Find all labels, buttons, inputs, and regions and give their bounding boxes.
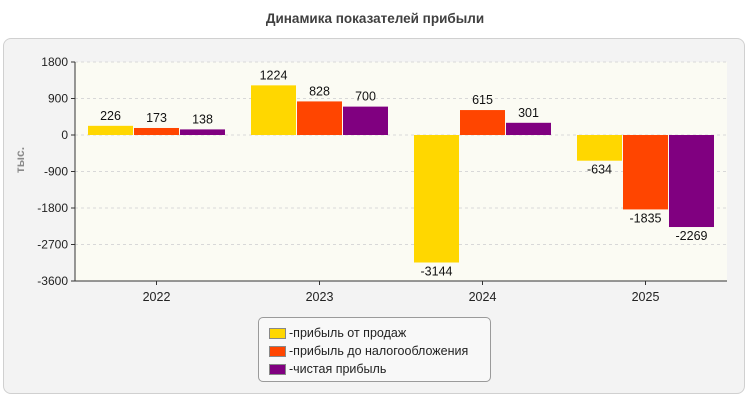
- x-tick-label: 2022: [143, 290, 171, 304]
- data-label: 700: [355, 90, 376, 104]
- legend-swatch: [269, 345, 286, 357]
- bar: [669, 135, 714, 228]
- x-tick-label: 2025: [632, 290, 660, 304]
- data-label: -2269: [676, 229, 708, 243]
- axes: 1800 900 0 -900 -1800 -2700 -3600 2022 2023 2024 2…: [37, 55, 727, 304]
- y-tick-label: -3600: [37, 274, 68, 288]
- y-tick-label: 0: [61, 128, 68, 142]
- bar: [88, 125, 133, 135]
- legend-prefix: -: [289, 326, 294, 340]
- bar: [414, 135, 459, 263]
- y-tick-label: -900: [44, 165, 68, 179]
- data-label: -3144: [421, 265, 453, 279]
- data-label: 615: [472, 93, 493, 107]
- data-label: 1224: [260, 68, 288, 82]
- y-tick-label: 900: [48, 92, 68, 106]
- bars: [88, 85, 714, 263]
- legend-label: прибыль от продаж: [293, 326, 407, 340]
- data-label: 301: [518, 106, 539, 120]
- y-tick-label: 1800: [41, 55, 68, 69]
- legend-prefix: -: [289, 362, 294, 376]
- legend-item-pretax-profit: - прибыль до налогообложения: [259, 342, 490, 360]
- data-label: 138: [192, 112, 213, 126]
- bar: [577, 135, 622, 161]
- legend-swatch: [269, 327, 286, 339]
- data-label: 226: [100, 109, 121, 123]
- bar: [180, 129, 225, 135]
- x-tick-label: 2024: [469, 290, 497, 304]
- data-label: 173: [146, 111, 167, 125]
- y-tick-label: -1800: [37, 201, 68, 215]
- legend-swatch: [269, 363, 286, 375]
- legend: - прибыль от продаж - прибыль до налогоо…: [258, 317, 491, 382]
- bar: [623, 135, 668, 210]
- chart-title: Динамика показателей прибыли: [265, 11, 485, 26]
- bar: [343, 106, 388, 135]
- bar: [134, 127, 179, 135]
- x-tick-label: 2023: [306, 290, 334, 304]
- bar: [506, 122, 551, 135]
- legend-label: прибыль до налогообложения: [293, 344, 469, 358]
- data-label: 828: [309, 84, 330, 98]
- data-label: -634: [587, 163, 612, 177]
- y-axis-label: тыс.: [13, 147, 27, 173]
- data-labels: 226 173 138 1224 828 700 -3144 615 301 -634 -1835-…: [100, 68, 707, 278]
- legend-item-net-profit: - чистая прибыль: [259, 360, 490, 378]
- bar: [251, 85, 296, 135]
- grid-lines: [75, 61, 727, 245]
- legend-prefix: -: [289, 344, 294, 358]
- legend-item-sales-profit: - прибыль от продаж: [259, 324, 490, 342]
- legend-label: чистая прибыль: [293, 362, 387, 376]
- data-label: -1835: [630, 211, 662, 225]
- y-tick-label: -2700: [37, 238, 68, 252]
- bar: [460, 110, 505, 135]
- bar: [297, 101, 342, 135]
